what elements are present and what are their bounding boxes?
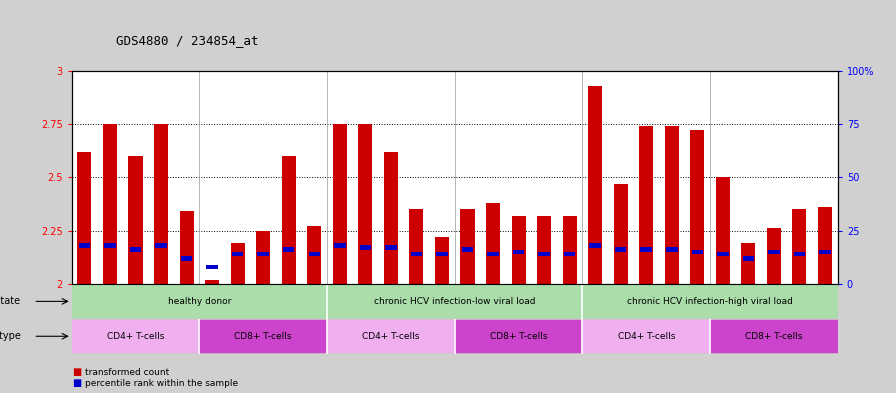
Text: chronic HCV infection-high viral load: chronic HCV infection-high viral load	[627, 297, 793, 306]
Bar	[130, 248, 142, 252]
Text: ■: ■	[72, 367, 81, 377]
Bar	[666, 248, 677, 252]
Bar	[155, 243, 167, 248]
Bar	[410, 252, 422, 256]
Bar	[327, 285, 582, 318]
Bar	[308, 252, 320, 256]
Bar	[359, 245, 371, 250]
Bar	[206, 264, 218, 269]
Bar	[639, 126, 653, 284]
Bar	[743, 256, 754, 261]
Bar	[582, 320, 711, 352]
Bar	[711, 320, 838, 352]
Bar	[818, 207, 832, 284]
Bar	[79, 243, 90, 248]
Bar	[332, 124, 347, 284]
Bar	[513, 250, 524, 254]
Bar	[538, 252, 550, 256]
Bar	[614, 184, 628, 284]
Bar	[257, 252, 269, 256]
Text: CD8+ T-cells: CD8+ T-cells	[235, 332, 292, 341]
Text: disease state: disease state	[0, 296, 21, 307]
Bar	[461, 209, 475, 284]
Bar	[230, 243, 245, 284]
Bar	[588, 86, 602, 284]
Bar	[77, 152, 91, 284]
Bar	[692, 250, 703, 254]
Bar	[358, 124, 373, 284]
Bar	[792, 209, 806, 284]
Text: cell type: cell type	[0, 331, 21, 341]
Bar	[199, 320, 327, 352]
Bar	[741, 243, 755, 284]
Bar	[717, 252, 728, 256]
Bar	[690, 130, 704, 284]
Bar	[716, 177, 730, 284]
Bar	[104, 243, 116, 248]
Bar	[461, 248, 473, 252]
Text: ■: ■	[72, 378, 81, 388]
Bar	[327, 320, 455, 352]
Text: CD8+ T-cells: CD8+ T-cells	[490, 332, 547, 341]
Bar	[281, 156, 296, 284]
Bar	[454, 320, 582, 352]
Bar	[563, 216, 577, 284]
Bar	[435, 237, 449, 284]
Bar	[436, 252, 448, 256]
Bar	[486, 203, 500, 284]
Bar	[537, 216, 551, 284]
Text: CD4+ T-cells: CD4+ T-cells	[617, 332, 675, 341]
Bar	[179, 211, 194, 284]
Bar	[615, 248, 626, 252]
Bar	[205, 280, 220, 284]
Bar	[768, 250, 780, 254]
Bar	[232, 252, 244, 256]
Bar	[409, 209, 424, 284]
Bar	[641, 248, 652, 252]
Bar	[819, 250, 831, 254]
Text: CD4+ T-cells: CD4+ T-cells	[362, 332, 419, 341]
Bar	[385, 245, 397, 250]
Bar	[334, 243, 346, 248]
Bar	[383, 152, 398, 284]
Bar	[512, 216, 526, 284]
Bar	[72, 285, 327, 318]
Text: CD8+ T-cells: CD8+ T-cells	[745, 332, 803, 341]
Text: GDS4880 / 234854_at: GDS4880 / 234854_at	[116, 34, 259, 47]
Text: percentile rank within the sample: percentile rank within the sample	[85, 379, 238, 387]
Bar	[181, 256, 193, 261]
Text: transformed count: transformed count	[85, 368, 169, 376]
Bar	[72, 320, 199, 352]
Bar	[590, 243, 601, 248]
Bar	[582, 285, 838, 318]
Bar	[283, 248, 295, 252]
Text: CD4+ T-cells: CD4+ T-cells	[107, 332, 164, 341]
Bar	[794, 252, 806, 256]
Bar	[154, 124, 168, 284]
Bar	[487, 252, 499, 256]
Bar	[307, 226, 322, 284]
Bar	[128, 156, 142, 284]
Bar	[767, 228, 781, 284]
Text: chronic HCV infection-low viral load: chronic HCV infection-low viral load	[374, 297, 536, 306]
Bar	[564, 252, 575, 256]
Bar	[665, 126, 679, 284]
Bar	[256, 231, 271, 284]
Text: healthy donor: healthy donor	[168, 297, 231, 306]
Bar	[103, 124, 117, 284]
